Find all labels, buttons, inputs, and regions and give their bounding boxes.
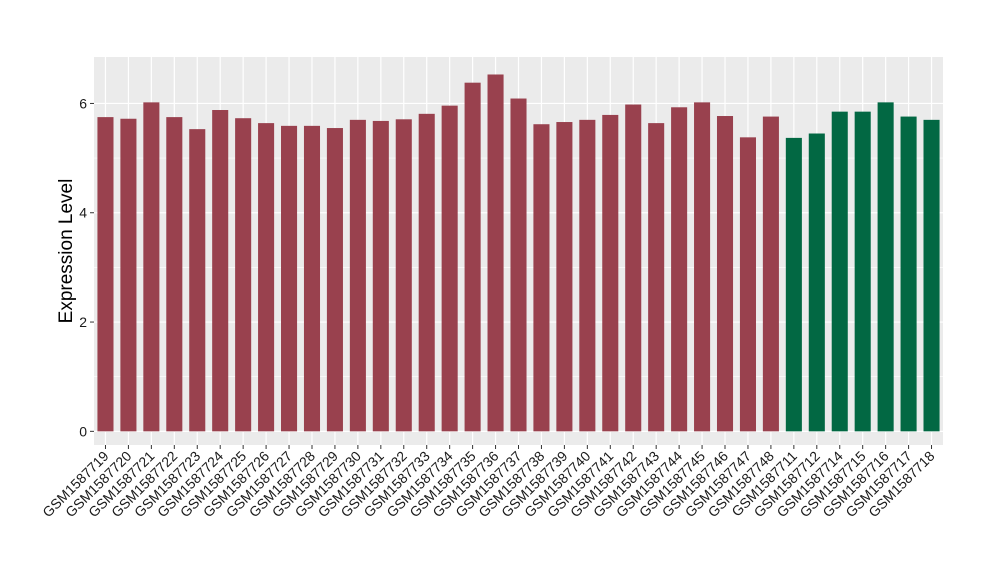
bar-GSM1587745 [694, 102, 711, 432]
bar-GSM1587733 [418, 113, 435, 432]
y-axis-title: Expression Level [56, 179, 77, 324]
bar-GSM1587735 [464, 82, 481, 432]
bar-GSM1587719 [97, 117, 114, 432]
bar-GSM1587712 [808, 133, 825, 432]
bar-GSM1587728 [303, 125, 321, 432]
bar-GSM1587722 [166, 117, 183, 432]
y-tick-label: 2 [79, 314, 87, 330]
bar-GSM1587725 [235, 118, 252, 432]
bar-GSM1587718 [923, 119, 940, 432]
bar-GSM1587731 [372, 120, 389, 432]
bar-GSM1587740 [579, 119, 596, 432]
bar-GSM1587746 [716, 116, 734, 432]
y-axis: 0 2 4 6 [79, 95, 94, 439]
bar-GSM1587743 [648, 123, 665, 432]
bar-GSM1587724 [212, 110, 229, 432]
y-tick-label: 4 [79, 205, 87, 221]
bar-GSM1587739 [556, 122, 573, 432]
bar-GSM1587734 [441, 105, 458, 432]
bar-GSM1587742 [625, 104, 642, 432]
bar-GSM1587729 [326, 128, 343, 432]
bar-GSM1587720 [120, 118, 137, 432]
bar-GSM1587747 [739, 137, 756, 432]
bars [97, 74, 940, 432]
bar-GSM1587736 [487, 74, 504, 432]
bar-GSM1587737 [510, 98, 527, 432]
bar-GSM1587716 [877, 102, 894, 432]
bar-GSM1587744 [671, 107, 688, 432]
y-tick-label: 6 [79, 95, 87, 111]
bar-GSM1587721 [143, 102, 160, 432]
bar-GSM1587727 [281, 125, 298, 432]
bar-GSM1587738 [533, 124, 550, 432]
bar-GSM1587748 [762, 116, 779, 432]
bar-GSM1587726 [258, 123, 275, 432]
bar-GSM1587741 [602, 114, 619, 432]
bar-GSM1587730 [349, 119, 366, 432]
bar-GSM1587711 [785, 137, 802, 432]
y-tick-label: 0 [79, 423, 87, 439]
bar-GSM1587715 [854, 111, 871, 432]
bar-GSM1587714 [831, 111, 848, 432]
x-axis: GSM1587719GSM1587720GSM1587721GSM1587722… [39, 445, 938, 520]
bar-GSM1587723 [189, 129, 206, 432]
bar-GSM1587732 [395, 119, 412, 432]
bar-GSM1587717 [900, 116, 917, 432]
